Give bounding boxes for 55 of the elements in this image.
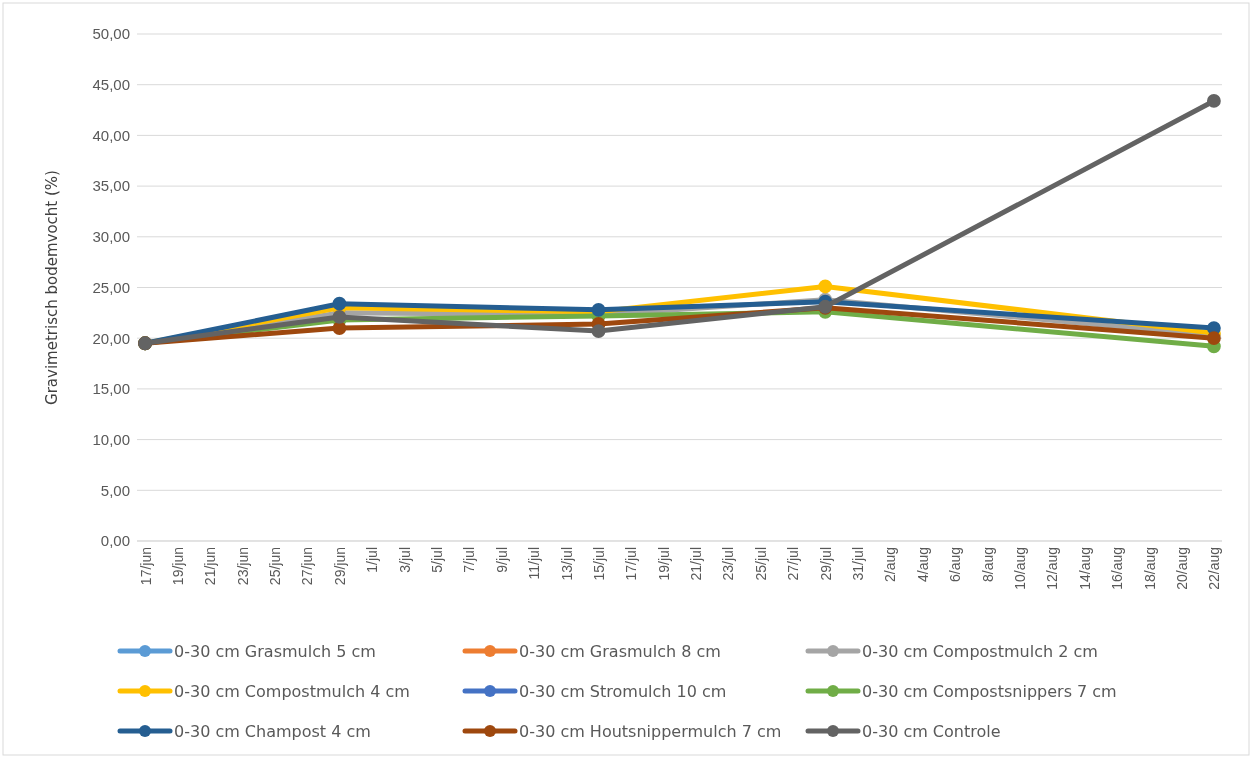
y-tick-label: 20,00 bbox=[92, 329, 130, 347]
x-tick-label: 14/aug bbox=[1076, 547, 1093, 590]
x-tick-label: 27/jun bbox=[299, 547, 316, 586]
x-tick-label: 19/jul bbox=[655, 547, 672, 581]
y-tick-label: 35,00 bbox=[92, 177, 130, 195]
x-tick-label: 8/aug bbox=[979, 547, 996, 583]
x-tick-label: 15/jul bbox=[590, 547, 607, 581]
x-tick-label: 27/jul bbox=[785, 547, 802, 581]
x-tick-label: 9/jul bbox=[493, 547, 510, 573]
x-tick-label: 20/aug bbox=[1173, 547, 1190, 590]
x-tick-label: 11/jul bbox=[526, 547, 543, 580]
x-tick-label: 17/jul bbox=[623, 547, 640, 581]
legend-label: 0-30 cm Grasmulch 5 cm bbox=[174, 641, 376, 661]
x-tick-label: 25/jul bbox=[752, 547, 769, 581]
x-tick-label: 7/jul bbox=[461, 547, 478, 573]
x-tick-label: 4/aug bbox=[914, 547, 931, 583]
legend-label: 0-30 cm Houtsnippermulch 7 cm bbox=[519, 721, 782, 741]
legend-label: 0-30 cm Compostmulch 2 cm bbox=[862, 641, 1098, 661]
x-tick-label: 19/jun bbox=[169, 547, 186, 586]
x-tick-label: 23/jul bbox=[720, 547, 737, 581]
x-tick-label: 17/jun bbox=[137, 547, 154, 586]
x-tick-label: 31/jul bbox=[850, 547, 867, 581]
x-tick-label: 5/jul bbox=[428, 547, 445, 573]
x-tick-label: 23/jun bbox=[234, 547, 251, 586]
y-tick-label: 45,00 bbox=[92, 76, 130, 93]
legend-label: 0-30 cm Compostmulch 4 cm bbox=[174, 681, 410, 701]
y-tick-label: 0,00 bbox=[100, 532, 130, 550]
x-tick-label: 13/jul bbox=[558, 547, 575, 581]
legend-label: 0-30 cm Grasmulch 8 cm bbox=[519, 641, 721, 661]
y-tick-label: 25,00 bbox=[92, 278, 130, 296]
legend-label: 0-30 cm Champost 4 cm bbox=[174, 721, 371, 741]
y-axis-title: Gravimetrisch bodemvocht (%) bbox=[43, 170, 61, 405]
legend-label: 0-30 cm Compostsnippers 7 cm bbox=[862, 681, 1117, 701]
x-tick-label: 10/aug bbox=[1011, 547, 1028, 590]
x-tick-label: 3/jul bbox=[396, 547, 413, 573]
y-tick-label: 15,00 bbox=[92, 380, 130, 398]
x-tick-label: 12/aug bbox=[1044, 547, 1061, 590]
x-tick-label: 29/jun bbox=[331, 547, 348, 586]
x-tick-label: 6/aug bbox=[947, 547, 964, 583]
x-tick-label: 29/jul bbox=[817, 547, 834, 581]
legend-label: 0-30 cm Controle bbox=[862, 721, 1001, 741]
x-tick-label: 21/jun bbox=[202, 547, 219, 586]
y-tick-label: 50,00 bbox=[92, 25, 130, 43]
x-tick-label: 21/jul bbox=[688, 547, 705, 581]
x-tick-label: 22/aug bbox=[1206, 547, 1223, 590]
y-tick-label: 10,00 bbox=[92, 430, 130, 448]
x-tick-label: 2/aug bbox=[882, 547, 899, 583]
y-tick-label: 40,00 bbox=[92, 126, 130, 144]
y-tick-label: 5,00 bbox=[100, 481, 130, 499]
legend-label: 0-30 cm Stromulch 10 cm bbox=[519, 681, 727, 701]
x-tick-label: 18/aug bbox=[1141, 547, 1158, 590]
y-tick-label: 30,00 bbox=[92, 228, 130, 246]
x-tick-label: 1/jul bbox=[364, 547, 381, 573]
x-tick-label: 16/aug bbox=[1109, 547, 1126, 590]
x-tick-label: 25/jun bbox=[267, 547, 284, 586]
